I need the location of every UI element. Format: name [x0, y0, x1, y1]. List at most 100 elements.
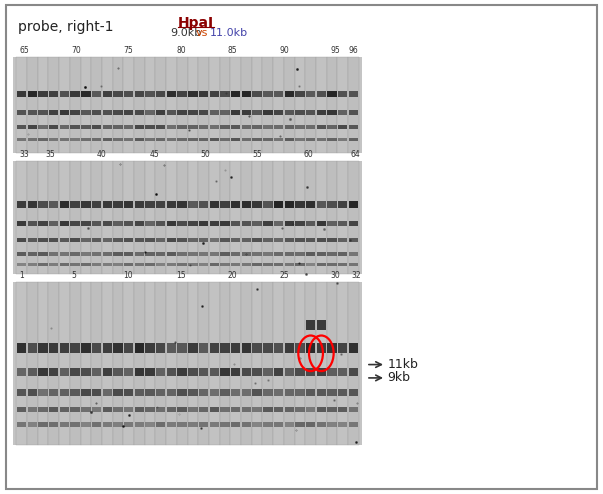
- Bar: [209, 161, 219, 274]
- Bar: [167, 422, 176, 427]
- Bar: [220, 125, 230, 129]
- Bar: [81, 389, 90, 396]
- Bar: [348, 57, 359, 153]
- Bar: [48, 57, 59, 153]
- Bar: [210, 138, 219, 141]
- Bar: [274, 263, 283, 266]
- Bar: [81, 368, 90, 376]
- Bar: [60, 263, 69, 266]
- Bar: [156, 161, 166, 274]
- Bar: [16, 161, 27, 274]
- Bar: [295, 110, 305, 115]
- Bar: [295, 343, 305, 353]
- Bar: [262, 57, 273, 153]
- Text: 30: 30: [330, 271, 340, 280]
- Bar: [60, 91, 69, 97]
- Bar: [145, 161, 156, 274]
- Bar: [317, 110, 326, 115]
- Text: 85: 85: [228, 46, 238, 55]
- Bar: [327, 110, 336, 115]
- Bar: [338, 125, 347, 129]
- Bar: [39, 220, 48, 226]
- Bar: [220, 368, 230, 376]
- Bar: [113, 138, 122, 141]
- Bar: [338, 343, 347, 353]
- Bar: [274, 138, 283, 141]
- Bar: [27, 57, 37, 153]
- Bar: [49, 125, 58, 129]
- Text: vs: vs: [196, 28, 209, 38]
- Bar: [338, 110, 347, 115]
- Bar: [81, 220, 90, 226]
- Bar: [28, 220, 37, 226]
- Bar: [295, 91, 305, 97]
- Bar: [92, 91, 101, 97]
- Bar: [199, 263, 208, 266]
- Bar: [113, 110, 122, 115]
- Bar: [241, 57, 251, 153]
- Bar: [177, 263, 187, 266]
- Bar: [177, 57, 188, 153]
- Bar: [253, 220, 262, 226]
- Bar: [113, 422, 122, 427]
- Bar: [317, 125, 326, 129]
- Bar: [220, 343, 230, 353]
- Bar: [39, 422, 48, 427]
- Bar: [231, 138, 241, 141]
- Bar: [39, 407, 48, 412]
- Bar: [253, 201, 262, 208]
- Bar: [71, 368, 80, 376]
- Bar: [349, 238, 358, 243]
- Bar: [327, 138, 336, 141]
- Bar: [294, 57, 305, 153]
- Bar: [253, 263, 262, 266]
- Bar: [28, 343, 37, 353]
- Bar: [263, 91, 273, 97]
- Bar: [295, 125, 305, 129]
- Bar: [177, 138, 187, 141]
- Bar: [305, 161, 316, 274]
- Bar: [188, 407, 198, 412]
- Bar: [39, 368, 48, 376]
- Bar: [145, 57, 156, 153]
- Bar: [71, 343, 80, 353]
- Bar: [81, 138, 90, 141]
- Bar: [327, 125, 336, 129]
- Bar: [199, 252, 208, 256]
- Bar: [188, 110, 198, 115]
- Bar: [103, 422, 112, 427]
- Bar: [188, 343, 198, 353]
- Bar: [242, 220, 251, 226]
- Bar: [102, 282, 113, 445]
- Bar: [231, 389, 241, 396]
- Bar: [306, 321, 315, 330]
- Bar: [80, 57, 91, 153]
- Bar: [285, 389, 294, 396]
- Bar: [210, 201, 219, 208]
- Bar: [156, 263, 165, 266]
- Bar: [134, 161, 145, 274]
- Bar: [294, 161, 305, 274]
- Bar: [28, 389, 37, 396]
- Bar: [209, 57, 219, 153]
- Bar: [60, 238, 69, 243]
- Bar: [13, 57, 362, 153]
- Bar: [145, 407, 155, 412]
- Bar: [92, 407, 101, 412]
- Bar: [306, 220, 315, 226]
- Bar: [349, 91, 358, 97]
- Bar: [338, 220, 347, 226]
- Bar: [220, 238, 230, 243]
- Bar: [253, 389, 262, 396]
- Bar: [220, 252, 230, 256]
- Bar: [16, 57, 27, 153]
- Bar: [188, 238, 198, 243]
- Bar: [103, 220, 112, 226]
- Bar: [338, 389, 347, 396]
- Bar: [102, 161, 113, 274]
- Bar: [17, 343, 27, 353]
- Bar: [92, 252, 101, 256]
- Bar: [199, 343, 208, 353]
- Bar: [253, 407, 262, 412]
- Text: HpaI: HpaI: [178, 16, 214, 30]
